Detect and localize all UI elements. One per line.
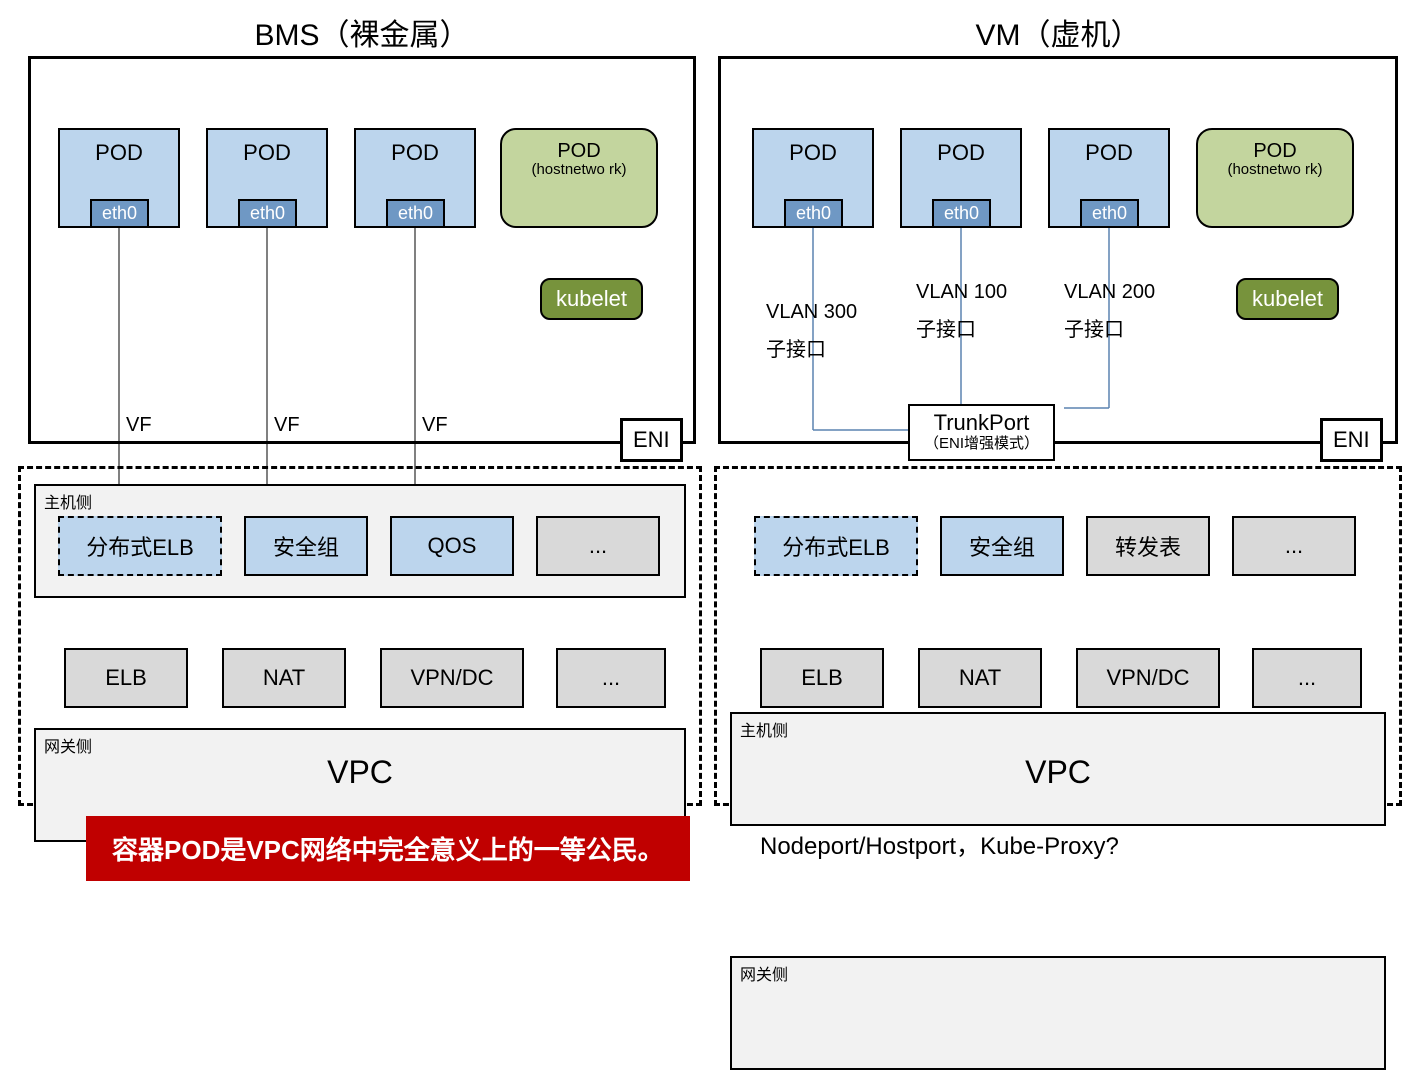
bms-gw-more: ... (556, 648, 666, 708)
pod-label: POD (208, 130, 326, 166)
vlan-100-a: VLAN 100 (916, 278, 1007, 306)
vlan-200: VLAN 200 子接口 (1064, 278, 1155, 344)
pod-hn-label: POD (1206, 140, 1344, 162)
bms-host-sg: 安全组 (244, 516, 368, 576)
footer-right: Nodeport/Hostport，Kube-Proxy? (760, 826, 1119, 861)
bms-eni: ENI (620, 418, 683, 462)
vm-gw-elb: ELB (760, 648, 884, 708)
vlan-300-a: VLAN 300 (766, 298, 857, 326)
vlan-300: VLAN 300 子接口 (766, 298, 857, 364)
gw-label: 网关侧 (740, 961, 788, 985)
vm-pod-1: POD eth0 (752, 128, 874, 228)
banner: 容器POD是VPC网络中完全意义上的一等公民。 (86, 816, 690, 881)
bms-pod-1: POD eth0 (58, 128, 180, 228)
vm-pod-2: POD eth0 (900, 128, 1022, 228)
bms-vpc-label: VPC (18, 754, 702, 791)
bms-kubelet: kubelet (540, 278, 643, 320)
host-label: 主机侧 (740, 717, 788, 741)
host-label: 主机侧 (44, 489, 92, 513)
vm-outer (718, 56, 1398, 444)
eth0-label: eth0 (784, 199, 843, 228)
eth0-label: eth0 (90, 199, 149, 228)
bms-title: BMS（裸金属） (28, 10, 696, 54)
vm-host-more: ... (1232, 516, 1356, 576)
bms-pod-3: POD eth0 (354, 128, 476, 228)
vm-host-sg: 安全组 (940, 516, 1064, 576)
bms-host-qos: QOS (390, 516, 514, 576)
pod-label: POD (356, 130, 474, 166)
pod-label: POD (60, 130, 178, 166)
vm-gw-section: 网关侧 (730, 956, 1386, 1070)
vlan-300-b: 子接口 (766, 336, 857, 364)
vm-pod-hostnetwork: POD (hostnetwo rk) (1196, 128, 1354, 228)
trunkport-sub: （ENI增强模式） (924, 435, 1039, 452)
vm-gw-nat: NAT (918, 648, 1042, 708)
bms-gw-vpn: VPN/DC (380, 648, 524, 708)
vm-gw-more: ... (1252, 648, 1362, 708)
pod-hn-sub: (hostnetwo rk) (1206, 162, 1344, 179)
pod-label: POD (902, 130, 1020, 166)
eth0-label: eth0 (1080, 199, 1139, 228)
trunkport-box: TrunkPort （ENI增强模式） (908, 404, 1055, 461)
vm-title: VM（虚机） (718, 10, 1398, 54)
vlan-200-b: 子接口 (1064, 316, 1155, 344)
vm-gw-vpn: VPN/DC (1076, 648, 1220, 708)
vf-label-3: VF (422, 414, 448, 437)
bms-outer (28, 56, 696, 444)
vf-label-2: VF (274, 414, 300, 437)
bms-gw-nat: NAT (222, 648, 346, 708)
pod-hn-label: POD (510, 140, 648, 162)
pod-label: POD (754, 130, 872, 166)
vlan-200-a: VLAN 200 (1064, 278, 1155, 306)
vf-label-1: VF (126, 414, 152, 437)
vm-host-elb: 分布式ELB (754, 516, 918, 576)
eth0-label: eth0 (932, 199, 991, 228)
eth0-label: eth0 (238, 199, 297, 228)
eth0-label: eth0 (386, 199, 445, 228)
pod-label: POD (1050, 130, 1168, 166)
bms-host-elb: 分布式ELB (58, 516, 222, 576)
trunkport-title: TrunkPort (924, 410, 1039, 435)
vm-eni: ENI (1320, 418, 1383, 462)
vm-host-fwd: 转发表 (1086, 516, 1210, 576)
vlan-100: VLAN 100 子接口 (916, 278, 1007, 344)
bms-pod-hostnetwork: POD (hostnetwo rk) (500, 128, 658, 228)
vm-vpc-label: VPC (714, 754, 1402, 791)
vm-kubelet: kubelet (1236, 278, 1339, 320)
pod-hn-sub: (hostnetwo rk) (510, 162, 648, 179)
vlan-100-b: 子接口 (916, 316, 1007, 344)
bms-gw-elb: ELB (64, 648, 188, 708)
bms-pod-2: POD eth0 (206, 128, 328, 228)
bms-host-more: ... (536, 516, 660, 576)
vm-pod-3: POD eth0 (1048, 128, 1170, 228)
